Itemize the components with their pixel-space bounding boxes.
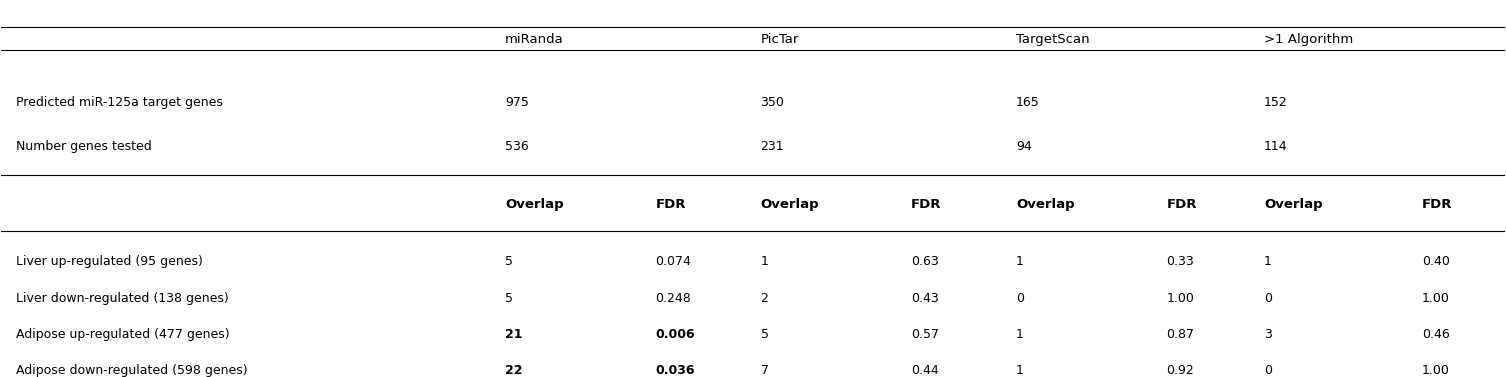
Text: 0.63: 0.63 (911, 256, 938, 268)
Text: 0.33: 0.33 (1166, 256, 1194, 268)
Text: 5: 5 (761, 328, 768, 341)
Text: 5: 5 (505, 256, 514, 268)
Text: Adipose down-regulated (598 genes): Adipose down-regulated (598 genes) (17, 364, 248, 377)
Text: 0.43: 0.43 (911, 292, 938, 305)
Text: 94: 94 (1017, 139, 1032, 153)
Text: TargetScan: TargetScan (1017, 33, 1090, 46)
Text: PicTar: PicTar (761, 33, 798, 46)
Text: 0: 0 (1264, 292, 1273, 305)
Text: 0.57: 0.57 (911, 328, 938, 341)
Text: 1.00: 1.00 (1422, 292, 1450, 305)
Text: Overlap: Overlap (1017, 198, 1075, 211)
Text: 0.87: 0.87 (1166, 328, 1194, 341)
Text: 165: 165 (1017, 96, 1039, 109)
Text: 231: 231 (761, 139, 785, 153)
Text: 0: 0 (1264, 364, 1273, 377)
Text: 7: 7 (761, 364, 768, 377)
Text: FDR: FDR (911, 198, 941, 211)
Text: 0.248: 0.248 (655, 292, 691, 305)
Text: FDR: FDR (655, 198, 685, 211)
Text: Overlap: Overlap (505, 198, 563, 211)
Text: 1.00: 1.00 (1422, 364, 1450, 377)
Text: 0.006: 0.006 (655, 328, 694, 341)
Text: Predicted miR-125a target genes: Predicted miR-125a target genes (17, 96, 223, 109)
Text: 0.40: 0.40 (1422, 256, 1450, 268)
Text: 21: 21 (505, 328, 523, 341)
Text: FDR: FDR (1422, 198, 1452, 211)
Text: miRanda: miRanda (505, 33, 563, 46)
Text: 152: 152 (1264, 96, 1288, 109)
Text: 0.44: 0.44 (911, 364, 938, 377)
Text: 1.00: 1.00 (1166, 292, 1194, 305)
Text: 0.036: 0.036 (655, 364, 694, 377)
Text: 1: 1 (1017, 328, 1024, 341)
Text: 5: 5 (505, 292, 514, 305)
Text: Overlap: Overlap (1264, 198, 1322, 211)
Text: 22: 22 (505, 364, 523, 377)
Text: 1: 1 (1017, 256, 1024, 268)
Text: 1: 1 (1264, 256, 1273, 268)
Text: 0: 0 (1017, 292, 1024, 305)
Text: 350: 350 (761, 96, 785, 109)
Text: Liver up-regulated (95 genes): Liver up-regulated (95 genes) (17, 256, 203, 268)
Text: 0.46: 0.46 (1422, 328, 1450, 341)
Text: >1 Algorithm: >1 Algorithm (1264, 33, 1354, 46)
Text: 975: 975 (505, 96, 529, 109)
Text: 1: 1 (1017, 364, 1024, 377)
Text: 1: 1 (761, 256, 768, 268)
Text: 0.92: 0.92 (1166, 364, 1194, 377)
Text: Adipose up-regulated (477 genes): Adipose up-regulated (477 genes) (17, 328, 230, 341)
Text: 2: 2 (761, 292, 768, 305)
Text: Number genes tested: Number genes tested (17, 139, 152, 153)
Text: 0.074: 0.074 (655, 256, 691, 268)
Text: 3: 3 (1264, 328, 1273, 341)
Text: 536: 536 (505, 139, 529, 153)
Text: Overlap: Overlap (761, 198, 819, 211)
Text: FDR: FDR (1166, 198, 1197, 211)
Text: Liver down-regulated (138 genes): Liver down-regulated (138 genes) (17, 292, 229, 305)
Text: 114: 114 (1264, 139, 1288, 153)
